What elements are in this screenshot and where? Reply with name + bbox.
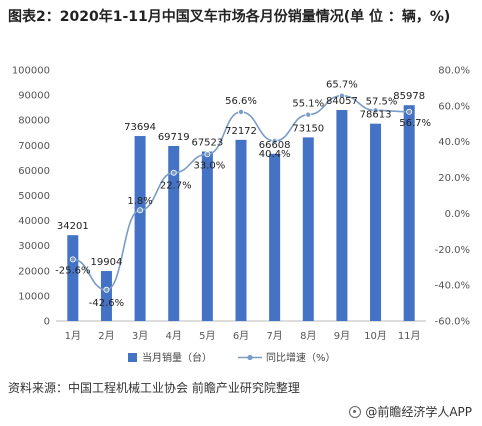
y-left-tick-label: 60000 xyxy=(18,166,50,177)
y-right-tick-label: 20.0% xyxy=(438,173,470,184)
bar xyxy=(403,105,415,321)
growth-point xyxy=(103,286,110,293)
bar xyxy=(201,151,213,321)
bar xyxy=(370,123,382,322)
y-left-tick-label: 100000 xyxy=(12,66,50,77)
line-value-label: 57.5% xyxy=(366,96,398,107)
line-value-label: 1.8% xyxy=(127,196,152,207)
x-tick-label: 6月 xyxy=(233,330,249,342)
line-value-label: 65.7% xyxy=(326,80,358,91)
bar-value-label: 78613 xyxy=(360,110,392,121)
x-tick-label: 10月 xyxy=(364,330,387,342)
line-value-label: -25.6% xyxy=(55,265,90,276)
x-tick-label: 3月 xyxy=(132,330,148,342)
line-value-label: -42.6% xyxy=(89,298,124,309)
bar xyxy=(302,137,314,321)
y-right-tick-label: 40.0% xyxy=(438,137,470,148)
bar-value-label: 84057 xyxy=(326,96,358,107)
bar-value-label: 72172 xyxy=(225,126,257,137)
y-left-tick-label: 50000 xyxy=(18,191,50,202)
growth-point xyxy=(137,207,144,214)
chart-title: 图表2：2020年1-11月中国叉车市场各月份销量情况(单 位 ：辆，%) xyxy=(8,9,451,25)
y-left-tick-label: 20000 xyxy=(18,266,50,277)
line-value-label: 55.1% xyxy=(292,99,324,110)
y-right-tick-label: 80.0% xyxy=(438,66,470,77)
bar xyxy=(134,136,146,321)
y-right-tick-label: -60.0% xyxy=(435,317,470,328)
x-tick-label: 5月 xyxy=(199,330,215,342)
y-right-tick-label: 0.0% xyxy=(445,209,470,220)
bar-value-label: 73150 xyxy=(292,123,324,134)
growth-point xyxy=(305,111,312,118)
x-tick-label: 1月 xyxy=(65,330,81,342)
x-tick-label: 2月 xyxy=(98,330,114,342)
bar-value-label: 69719 xyxy=(158,132,190,143)
brand-icon xyxy=(349,405,362,418)
y-right-tick-label: 60.0% xyxy=(438,101,470,112)
legend-bar-swatch xyxy=(128,353,137,362)
line-value-label: 22.7% xyxy=(160,181,192,192)
bar-value-label: 73694 xyxy=(124,122,156,133)
growth-line xyxy=(72,94,410,291)
x-tick-label: 8月 xyxy=(300,330,316,342)
bar-value-label: 66608 xyxy=(259,140,291,151)
bar xyxy=(168,146,180,321)
growth-point xyxy=(372,107,379,114)
bar-value-label: 67523 xyxy=(191,138,223,149)
y-left-tick-label: 10000 xyxy=(18,291,50,302)
y-left-tick-label: 80000 xyxy=(18,116,50,127)
source-note: 资料来源：中国工程机械工业协会 前瞻产业研究院整理 xyxy=(8,381,300,395)
y-left-tick-label: 70000 xyxy=(18,141,50,152)
y-right-tick-label: -40.0% xyxy=(435,281,470,292)
growth-point xyxy=(204,151,211,158)
brand-text: @前瞻经济学人APP xyxy=(365,405,472,419)
legend-line-label: 同比增速（%） xyxy=(266,351,336,364)
bar xyxy=(235,139,247,321)
y-left-tick-label: 90000 xyxy=(18,91,50,102)
y-right-tick-label: -20.0% xyxy=(435,245,470,256)
line-value-label: 56.7% xyxy=(399,118,431,129)
growth-point xyxy=(69,256,76,263)
y-left-tick-label: 40000 xyxy=(18,216,50,227)
bar xyxy=(100,271,112,321)
growth-point xyxy=(237,108,244,115)
bar xyxy=(269,153,281,321)
y-left-tick-label: 0 xyxy=(44,317,50,328)
y-left-tick-label: 30000 xyxy=(18,241,50,252)
bar-value-label: 19904 xyxy=(91,257,123,268)
brand-watermark: @前瞻经济学人APP xyxy=(349,403,472,420)
line-value-label: 33.0% xyxy=(193,160,225,171)
legend-bar-label: 当月销量（台） xyxy=(142,351,212,364)
x-tick-label: 11月 xyxy=(398,330,421,342)
chart: 0 10000 20000 30000 40000 50000 60000 70000 8000… xyxy=(12,66,470,365)
x-tick-label: 9月 xyxy=(334,330,350,342)
bar-value-label: 34201 xyxy=(57,221,89,232)
growth-point xyxy=(271,137,278,144)
bar-value-label: 85978 xyxy=(393,91,425,102)
growth-point xyxy=(338,92,345,99)
x-tick-label: 7月 xyxy=(266,330,282,342)
line-value-label: 56.6% xyxy=(225,96,257,107)
bar xyxy=(336,110,348,321)
legend-line-marker xyxy=(247,354,253,361)
bar xyxy=(67,235,79,321)
growth-point xyxy=(170,169,177,176)
x-tick-label: 4月 xyxy=(166,330,182,342)
growth-point xyxy=(406,108,413,115)
line-value-label: 40.4% xyxy=(259,149,291,160)
